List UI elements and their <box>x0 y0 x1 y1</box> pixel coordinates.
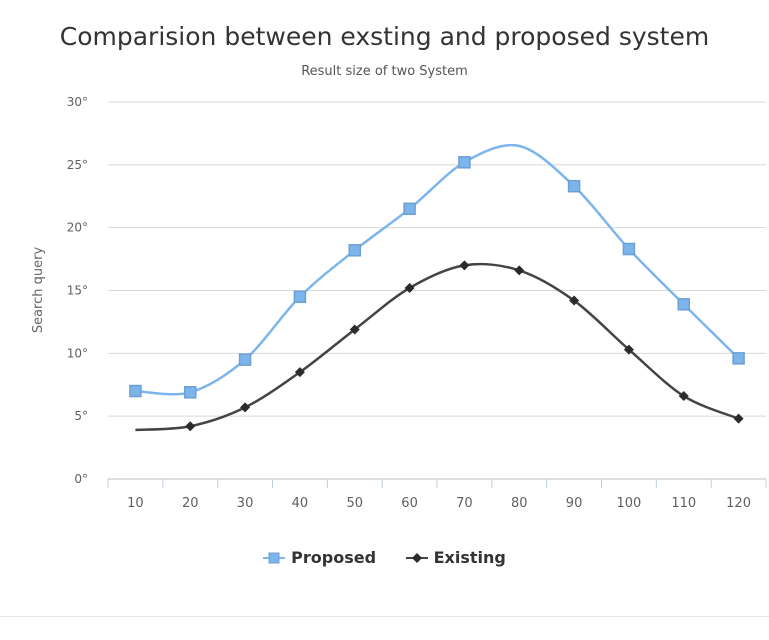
x-tick-label: 120 <box>726 496 751 511</box>
point-proposed <box>732 352 745 365</box>
point-existing <box>459 260 470 271</box>
point-existing <box>185 421 196 432</box>
chart-container: Comparision between exsting and proposed… <box>0 22 769 569</box>
chart-subtitle: Result size of two System <box>301 64 468 79</box>
point-existing <box>404 282 415 293</box>
y-axis-label: Search query <box>31 247 46 334</box>
legend: Proposed Existing <box>0 548 769 569</box>
legend-label-proposed: Proposed <box>291 548 377 567</box>
series-line-proposed <box>135 143 740 396</box>
y-tick-label: 0° <box>74 472 88 486</box>
legend-label-existing: Existing <box>433 548 506 567</box>
y-tick-label: 25° <box>67 158 88 172</box>
point-existing <box>569 295 580 306</box>
y-tick-label: 10° <box>67 346 88 360</box>
point-proposed <box>129 384 142 398</box>
point-existing <box>349 324 360 335</box>
x-tick-label: 40 <box>292 496 309 511</box>
point-proposed <box>458 156 471 169</box>
point-proposed <box>348 244 361 257</box>
point-proposed <box>567 179 581 193</box>
x-tick-label: 60 <box>401 496 418 511</box>
legend-existing-symbol <box>405 552 428 563</box>
point-proposed <box>184 386 197 399</box>
point-existing <box>678 391 689 402</box>
point-existing <box>733 413 744 424</box>
x-tick-label: 50 <box>346 496 363 511</box>
series-line-existing <box>135 262 740 432</box>
point-proposed <box>622 242 636 256</box>
point-proposed <box>238 353 252 366</box>
x-tick-label: 20 <box>182 496 199 511</box>
x-tick-label: 70 <box>456 496 473 511</box>
y-tick-label: 20° <box>67 221 88 235</box>
legend-proposed-symbol <box>263 552 286 563</box>
x-tick-label: 100 <box>617 496 642 511</box>
point-proposed <box>677 298 690 311</box>
x-tick-label: 110 <box>671 496 696 511</box>
point-existing <box>514 265 525 276</box>
y-tick-label: 15° <box>67 284 88 298</box>
chart-title: Comparision between exsting and proposed… <box>59 22 710 51</box>
point-existing <box>240 402 251 413</box>
point-existing <box>294 367 305 378</box>
x-tick-label: 90 <box>566 496 583 511</box>
y-tick-label: 5° <box>74 409 88 423</box>
point-proposed <box>293 290 307 304</box>
x-tick-label: 80 <box>511 496 528 511</box>
x-tick-label: 10 <box>127 496 144 511</box>
bottom-divider <box>0 616 769 617</box>
plot-area: 0° 5° 10° 15° 20° 25° 30° 10 20 30 40 50 60 70 80 90 10… <box>31 95 767 511</box>
legend-item-existing[interactable]: Existing <box>405 548 506 567</box>
y-tick-label: 30° <box>67 95 88 109</box>
point-proposed <box>403 202 416 216</box>
x-tick-label: 30 <box>237 496 254 511</box>
point-existing <box>623 344 634 355</box>
legend-item-proposed[interactable]: Proposed <box>263 548 376 567</box>
